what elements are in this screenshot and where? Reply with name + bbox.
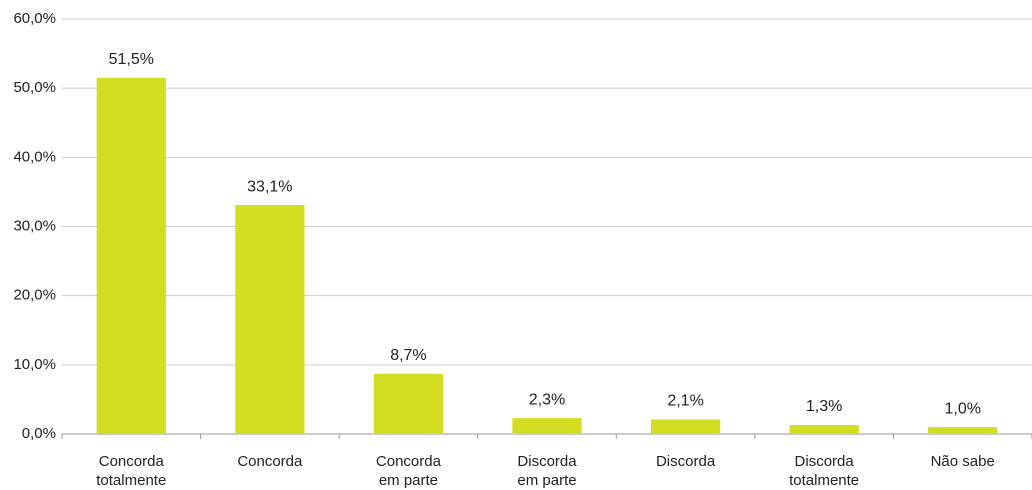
value-label: 1,3% [806,398,842,415]
value-label: 1,0% [944,400,980,417]
y-tick-label: 10,0% [13,356,56,373]
x-tick-label: Discorda [655,453,716,470]
y-tick-label: 0,0% [22,425,56,442]
bar [96,77,166,435]
value-label: 8,7% [390,347,426,364]
bar [373,373,444,434]
y-tick-label: 30,0% [13,217,56,234]
bar [512,418,582,434]
value-label: 51,5% [109,51,154,68]
x-tick-label: Concorda totalmente [96,453,167,489]
y-tick-label: 40,0% [13,148,56,165]
value-label: 33,1% [247,178,292,195]
x-tick-label: Discorda totalmente [789,453,860,489]
value-label: 2,3% [529,391,565,408]
y-tick-label: 60,0% [13,10,56,27]
bar [928,427,998,434]
y-tick-label: 50,0% [13,79,56,96]
x-tick-label: Concorda em parte [375,453,441,489]
bar [235,205,305,434]
x-tick-label: Discorda em parte [517,453,577,489]
bar [650,419,721,434]
value-label: 2,1% [667,393,703,410]
x-tick-label: Concorda [237,453,303,470]
bar [789,425,859,434]
y-tick-label: 20,0% [13,287,56,304]
x-tick-label: Não sabe [930,453,995,470]
